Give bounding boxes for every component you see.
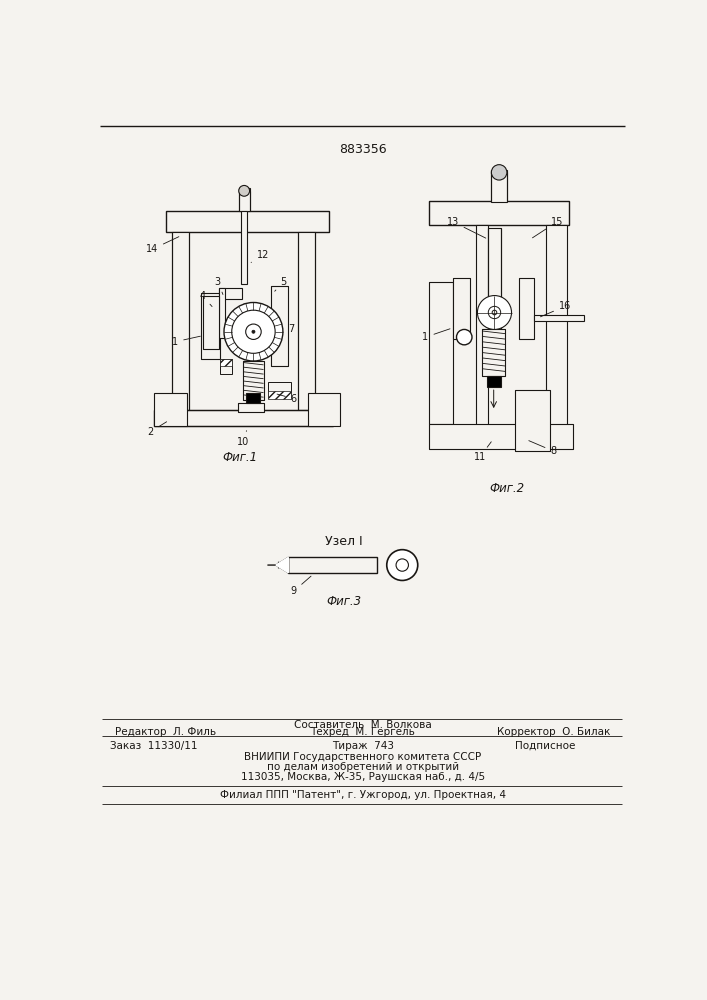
Bar: [201, 293, 220, 359]
Bar: [218, 288, 225, 338]
Bar: [154, 410, 332, 426]
Bar: [166, 211, 329, 232]
Text: Фиг.2: Фиг.2: [489, 482, 525, 495]
Text: 16: 16: [540, 301, 571, 317]
Text: Заказ  11330/11: Заказ 11330/11: [110, 741, 198, 751]
Text: 113035, Москва, Ж-35, Раушская наб., д. 4/5: 113035, Москва, Ж-35, Раушская наб., д. …: [240, 772, 485, 782]
Bar: [308, 393, 340, 426]
Bar: [154, 393, 187, 426]
Text: Фиг.3: Фиг.3: [327, 595, 362, 608]
Bar: [476, 225, 489, 426]
Text: I: I: [462, 332, 466, 342]
Bar: [491, 170, 507, 202]
Bar: [166, 211, 329, 232]
Circle shape: [246, 324, 261, 339]
Bar: [268, 382, 291, 397]
Text: Составитель  М. Волкова: Составитель М. Волкова: [294, 720, 431, 730]
Text: Корректор  О. Билак: Корректор О. Билак: [497, 727, 610, 737]
Text: 1: 1: [423, 329, 450, 342]
Circle shape: [387, 550, 418, 580]
Text: 11: 11: [474, 442, 491, 462]
Circle shape: [477, 296, 512, 329]
Bar: [486, 376, 501, 387]
Bar: [220, 359, 232, 366]
Bar: [534, 315, 585, 321]
Bar: [238, 403, 264, 412]
Bar: [515, 389, 549, 451]
Bar: [452, 278, 469, 339]
Text: Техред  М. Гергель: Техред М. Гергель: [310, 727, 415, 737]
Text: Подписное: Подписное: [515, 741, 575, 751]
Circle shape: [457, 329, 472, 345]
Bar: [243, 361, 264, 400]
Bar: [518, 278, 534, 339]
Circle shape: [489, 306, 501, 319]
Circle shape: [224, 302, 283, 361]
Circle shape: [396, 559, 409, 571]
Bar: [241, 211, 247, 284]
Bar: [429, 282, 452, 424]
Bar: [429, 201, 569, 225]
Text: ВНИИПИ Государственного комитета СССР: ВНИИПИ Государственного комитета СССР: [244, 752, 481, 762]
Bar: [518, 278, 534, 339]
Text: Фиг.1: Фиг.1: [222, 451, 257, 464]
Bar: [288, 557, 378, 573]
Bar: [238, 403, 264, 412]
Bar: [546, 225, 567, 426]
Text: 9: 9: [291, 576, 311, 596]
Text: Редактор  Л. Филь: Редактор Л. Филь: [115, 727, 216, 737]
Text: 2: 2: [147, 422, 167, 437]
Bar: [429, 282, 452, 424]
Text: 3: 3: [215, 277, 223, 295]
Bar: [482, 329, 506, 376]
Bar: [220, 359, 232, 374]
Text: 883356: 883356: [339, 143, 387, 156]
Text: по делам изобретений и открытий: по делам изобретений и открытий: [267, 762, 459, 772]
Text: 6: 6: [277, 394, 297, 404]
Text: 13: 13: [447, 217, 486, 238]
Text: 5: 5: [275, 277, 287, 291]
Circle shape: [491, 165, 507, 180]
Text: 7: 7: [276, 324, 295, 334]
Bar: [201, 293, 220, 359]
Bar: [271, 286, 288, 366]
Bar: [243, 361, 264, 400]
Text: 10: 10: [238, 431, 250, 447]
Text: 12: 12: [251, 250, 269, 262]
Text: Филиал ППП "Патент", г. Ужгород, ул. Проектная, 4: Филиал ППП "Патент", г. Ужгород, ул. Про…: [220, 790, 506, 800]
Polygon shape: [276, 557, 288, 573]
Bar: [482, 329, 506, 376]
Bar: [203, 296, 218, 349]
Text: Узел I: Узел I: [325, 535, 363, 548]
Circle shape: [232, 310, 275, 353]
Text: 14: 14: [146, 237, 179, 254]
Text: 15: 15: [532, 217, 563, 238]
Bar: [429, 201, 569, 225]
Text: 8: 8: [529, 441, 556, 456]
Bar: [203, 296, 218, 349]
Text: 4: 4: [199, 291, 212, 307]
Text: 1: 1: [172, 336, 200, 347]
Circle shape: [252, 330, 255, 333]
Bar: [429, 424, 573, 449]
Bar: [218, 288, 242, 299]
Circle shape: [239, 185, 250, 196]
Bar: [268, 391, 291, 399]
Bar: [452, 278, 469, 339]
Bar: [298, 232, 315, 410]
Bar: [172, 232, 189, 410]
Bar: [546, 225, 567, 426]
Bar: [247, 393, 260, 403]
Circle shape: [492, 310, 497, 315]
Bar: [515, 389, 549, 451]
Bar: [429, 424, 573, 449]
Bar: [239, 188, 250, 211]
Text: Тираж  743: Тираж 743: [332, 741, 394, 751]
Bar: [271, 286, 288, 366]
Bar: [488, 228, 501, 351]
